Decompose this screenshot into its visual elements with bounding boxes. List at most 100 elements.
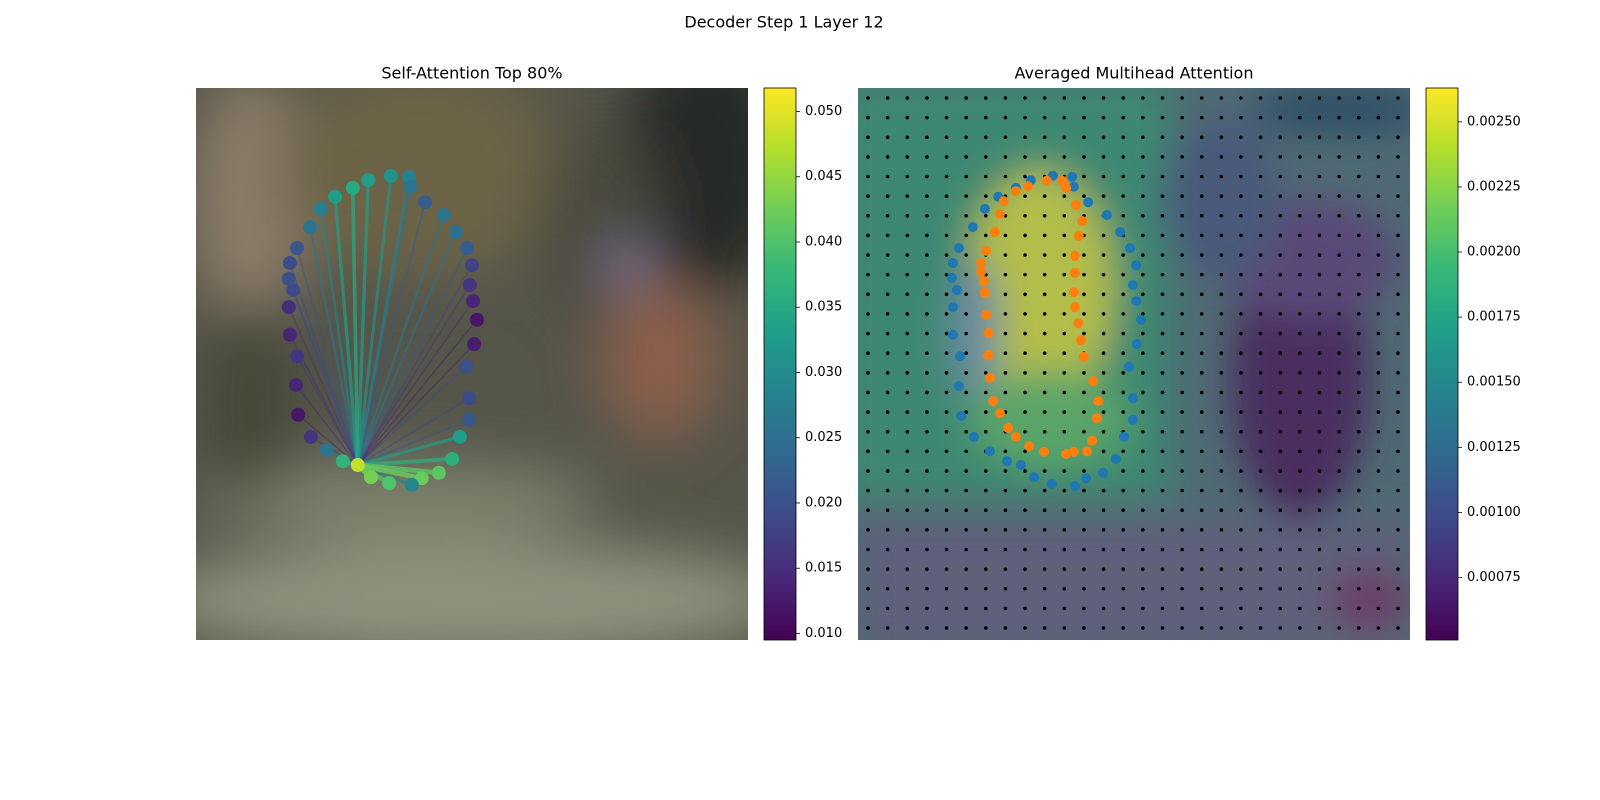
grid-dot [1258, 233, 1263, 238]
grid-dot [1101, 331, 1106, 336]
grid-dot [885, 547, 890, 552]
grid-dot [1219, 410, 1224, 414]
grid-dot [1239, 253, 1243, 257]
figure-title: Decoder Step 1 Layer 12 [684, 13, 883, 32]
grid-dot [1141, 96, 1145, 100]
grid-dot [983, 626, 988, 630]
point [1023, 181, 1034, 192]
attention-point [404, 477, 419, 492]
grid-dot [983, 390, 988, 395]
grid-dot [1278, 233, 1283, 238]
grid-dot [1042, 194, 1047, 198]
grid-dot [1239, 135, 1243, 140]
grid-dot [1337, 135, 1341, 140]
grid-dot [905, 586, 910, 591]
grid-dot [983, 410, 988, 414]
grid-dot [1396, 626, 1400, 630]
grid-dot [1101, 96, 1106, 100]
grid-dot [866, 567, 870, 571]
point [1078, 351, 1089, 362]
grid-dot [1003, 312, 1008, 316]
grid-dot [1317, 606, 1322, 611]
grid-dot [1258, 449, 1263, 454]
grid-dot [905, 606, 910, 611]
grid-dot [1337, 626, 1341, 630]
grid-dot [905, 174, 910, 179]
grid-dot [1278, 96, 1283, 100]
grid-dot [1003, 253, 1008, 257]
grid-dot [1298, 253, 1302, 257]
grid-dot [964, 253, 968, 257]
point [1080, 473, 1091, 484]
grid-dot [1160, 292, 1165, 297]
grid-dot [1141, 528, 1145, 532]
grid-dot [1396, 155, 1400, 159]
grid-dot [1239, 155, 1243, 159]
grid-dot [1121, 606, 1125, 611]
grid-dot [1376, 272, 1381, 277]
grid-dot [885, 351, 890, 355]
point [1127, 393, 1138, 404]
grid-dot [1042, 115, 1047, 120]
grid-dot [1101, 390, 1106, 395]
grid-dot [944, 312, 949, 316]
point [1110, 453, 1121, 464]
grid-dot [905, 528, 910, 532]
grid-dot [1121, 547, 1125, 552]
grid-dot [944, 547, 949, 552]
grid-dot [1376, 606, 1381, 611]
grid-dot [866, 469, 870, 473]
grid-dot [964, 567, 968, 571]
grid-dot [1180, 292, 1184, 297]
grid-dot [964, 292, 968, 297]
attention-point [462, 278, 477, 293]
grid-dot [1101, 508, 1106, 513]
point [1068, 287, 1079, 298]
grid-dot [1298, 547, 1302, 552]
grid-dot [1376, 292, 1381, 297]
grid-dot [1239, 96, 1243, 100]
grid-dot [905, 410, 910, 414]
grid-dot [905, 567, 910, 571]
attention-line [357, 319, 478, 466]
grid-dot [1356, 155, 1361, 159]
grid-dot [1278, 213, 1283, 218]
grid-dot [1141, 410, 1145, 414]
grid-dot [1160, 390, 1165, 395]
grid-dot [1042, 547, 1047, 552]
grid-dot [983, 135, 988, 140]
grid-dot [925, 213, 929, 218]
grid-dot [1042, 371, 1047, 375]
grid-dot [1258, 331, 1263, 336]
grid-dot [1082, 626, 1086, 630]
grid-dot [866, 586, 870, 591]
grid-dot [944, 194, 949, 198]
grid-dot [1298, 528, 1302, 532]
grid-dot [964, 606, 968, 611]
grid-dot [944, 213, 949, 218]
grid-dot [1180, 312, 1184, 316]
grid-dot [964, 586, 968, 591]
grid-dot [905, 96, 910, 100]
grid-dot [885, 312, 890, 316]
point [979, 203, 990, 214]
grid-dot [1337, 312, 1341, 316]
point [988, 395, 999, 406]
attention-point [290, 241, 305, 256]
point [951, 285, 962, 296]
grid-dot [944, 233, 949, 238]
grid-dot [1356, 586, 1361, 591]
grid-dot [983, 508, 988, 513]
grid-dot [1239, 312, 1243, 316]
grid-dot [1396, 547, 1400, 552]
grid-dot [1356, 96, 1361, 100]
grid-dot [1180, 429, 1184, 434]
grid-dot [1396, 194, 1400, 198]
grid-dot [1199, 194, 1204, 198]
grid-dot [925, 194, 929, 198]
attention-line [288, 306, 359, 466]
grid-dot [1141, 135, 1145, 140]
grid-dot [866, 292, 870, 297]
grid-dot [1101, 626, 1106, 630]
grid-dot [1062, 606, 1067, 611]
